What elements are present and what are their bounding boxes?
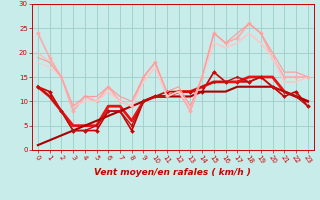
X-axis label: Vent moyen/en rafales ( km/h ): Vent moyen/en rafales ( km/h ) [94, 168, 251, 177]
